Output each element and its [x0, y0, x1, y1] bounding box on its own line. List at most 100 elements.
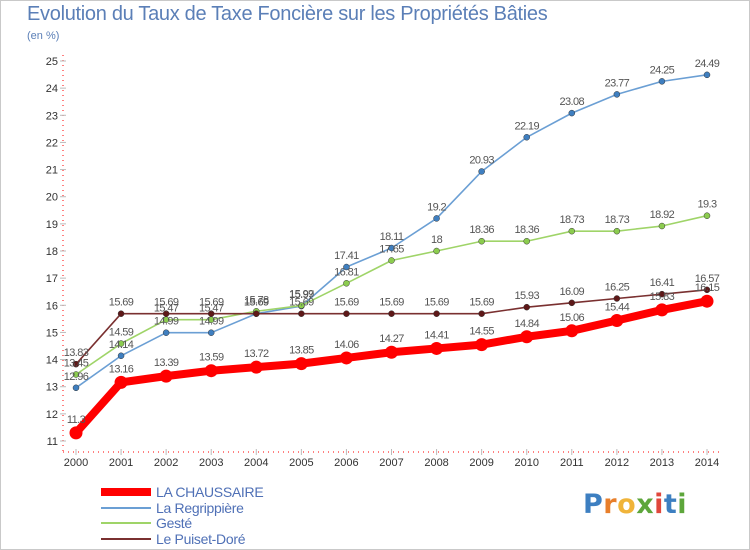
data-label-geste: 17.65	[379, 244, 404, 256]
data-point-le-puiset-dore	[162, 310, 170, 317]
data-label-la-chaussaire: 15.06	[560, 312, 585, 324]
data-point-la-regrippiere	[117, 352, 125, 360]
data-label-la-regrippiere: 24.49	[695, 58, 720, 70]
data-point-la-regrippiere	[703, 71, 711, 79]
data-label-geste: 19.3	[697, 199, 716, 211]
x-tick-label: 2004	[244, 457, 268, 469]
data-label-la-regrippiere: 14.14	[109, 339, 134, 351]
data-label-geste: 18.73	[605, 214, 630, 226]
data-point-la-chaussaire	[385, 345, 398, 359]
legend-swatch-la-chaussaire	[101, 488, 151, 496]
data-label-geste: 14.59	[109, 327, 134, 339]
data-point-geste	[388, 257, 395, 264]
x-tick-label: 2000	[64, 457, 88, 469]
data-point-geste	[478, 237, 485, 245]
y-tick-label: 18	[46, 246, 58, 258]
data-label-la-regrippiere: 24.25	[650, 64, 675, 76]
data-label-le-puiset-dore: 15.69	[424, 297, 449, 309]
data-label-la-chaussaire: 13.16	[109, 363, 134, 375]
y-tick-label: 16	[46, 300, 58, 312]
data-point-la-regrippiere	[658, 78, 666, 85]
data-label-geste: 16.81	[334, 266, 359, 278]
data-label-le-puiset-dore: 15.93	[514, 290, 539, 302]
data-point-geste	[523, 237, 530, 245]
y-tick-label: 19	[46, 219, 58, 231]
data-label-la-regrippiere: 23.08	[560, 96, 585, 108]
data-point-le-puiset-dore	[343, 310, 350, 317]
data-point-la-regrippiere	[478, 168, 485, 175]
x-tick-label: 2011	[560, 457, 584, 469]
data-label-geste: 15.47	[199, 303, 224, 315]
data-label-geste: 15.78	[244, 294, 269, 306]
data-label-la-chaussaire: 14.84	[514, 318, 539, 330]
data-point-la-regrippiere	[72, 384, 80, 392]
data-label-la-regrippiere: 20.93	[469, 154, 494, 166]
data-label-le-puiset-dore: 15.69	[154, 297, 179, 309]
logo-letter: i	[654, 489, 664, 520]
y-tick-label: 14	[46, 355, 58, 367]
data-label-geste: 15.99	[289, 289, 314, 301]
data-point-la-regrippiere	[388, 244, 395, 252]
y-tick-label: 12	[46, 409, 58, 421]
data-label-geste: 18	[431, 234, 443, 246]
x-tick-label: 2007	[379, 457, 403, 469]
data-point-la-chaussaire	[655, 303, 669, 317]
series-layer	[69, 71, 714, 440]
data-label-la-chaussaire: 13.59	[199, 352, 224, 364]
data-point-le-puiset-dore	[117, 310, 125, 317]
logo-letter: t	[663, 489, 678, 520]
data-label-la-regrippiere: 23.77	[605, 77, 630, 89]
data-label-la-regrippiere: 12.96	[64, 371, 89, 383]
data-label-la-chaussaire: 14.06	[334, 339, 359, 351]
data-point-la-regrippiere	[343, 263, 350, 271]
data-label-le-puiset-dore: 13.83	[64, 347, 89, 359]
y-tick-label: 25	[46, 56, 58, 68]
logo-letter: i	[677, 489, 688, 520]
data-point-la-regrippiere	[207, 329, 215, 336]
data-label-geste: 18.36	[514, 224, 539, 236]
x-tick-label: 2001	[109, 457, 133, 469]
data-label-le-puiset-dore: 16.41	[650, 277, 675, 289]
legend-label-la-chaussaire: LA CHAUSSAIRE	[156, 484, 264, 500]
data-label-le-puiset-dore: 15.69	[469, 297, 494, 309]
data-point-la-chaussaire	[700, 294, 714, 308]
data-point-la-chaussaire	[114, 375, 128, 389]
data-label-geste: 18.36	[469, 224, 494, 236]
legend-swatch-la-regrippiere	[101, 507, 151, 509]
data-point-la-chaussaire	[249, 360, 263, 374]
data-point-la-regrippiere	[523, 134, 530, 141]
data-point-la-chaussaire	[520, 330, 534, 344]
data-point-geste	[72, 371, 80, 378]
data-label-la-chaussaire: 13.85	[289, 345, 314, 357]
data-label-la-chaussaire: 11.3	[67, 414, 86, 426]
data-point-le-puiset-dore	[253, 310, 260, 317]
data-point-le-puiset-dore	[568, 299, 576, 307]
data-point-la-chaussaire	[430, 341, 444, 355]
data-point-geste	[613, 227, 621, 235]
logo-letter: x	[636, 489, 655, 520]
data-label-la-regrippiere: 19.2	[427, 201, 446, 213]
data-point-geste	[703, 212, 711, 219]
data-point-la-chaussaire	[159, 369, 173, 383]
x-tick-label: 2012	[605, 457, 629, 469]
y-tick-label: 24	[46, 83, 58, 95]
data-point-geste	[433, 247, 440, 255]
data-label-le-puiset-dore: 15.69	[334, 297, 359, 309]
data-label-geste: 13.45	[64, 358, 89, 370]
data-label-la-chaussaire: 13.72	[244, 348, 269, 360]
data-label-la-chaussaire: 16.15	[695, 282, 720, 294]
y-tick-label: 13	[46, 382, 58, 394]
data-label-la-regrippiere: 14.99	[154, 316, 179, 328]
data-label-la-regrippiere: 17.41	[334, 250, 359, 262]
data-point-le-puiset-dore	[207, 310, 215, 317]
legend-label-le-puiset-dore: Le Puiset-Doré	[156, 531, 246, 547]
data-label-le-puiset-dore: 16.25	[605, 282, 630, 294]
data-point-le-puiset-dore	[72, 360, 80, 368]
data-point-le-puiset-dore	[388, 310, 395, 317]
data-label-le-puiset-dore: 15.69	[109, 297, 134, 309]
data-label-geste: 18.73	[560, 214, 585, 226]
data-point-geste	[298, 302, 305, 309]
data-point-la-regrippiere	[613, 91, 621, 98]
